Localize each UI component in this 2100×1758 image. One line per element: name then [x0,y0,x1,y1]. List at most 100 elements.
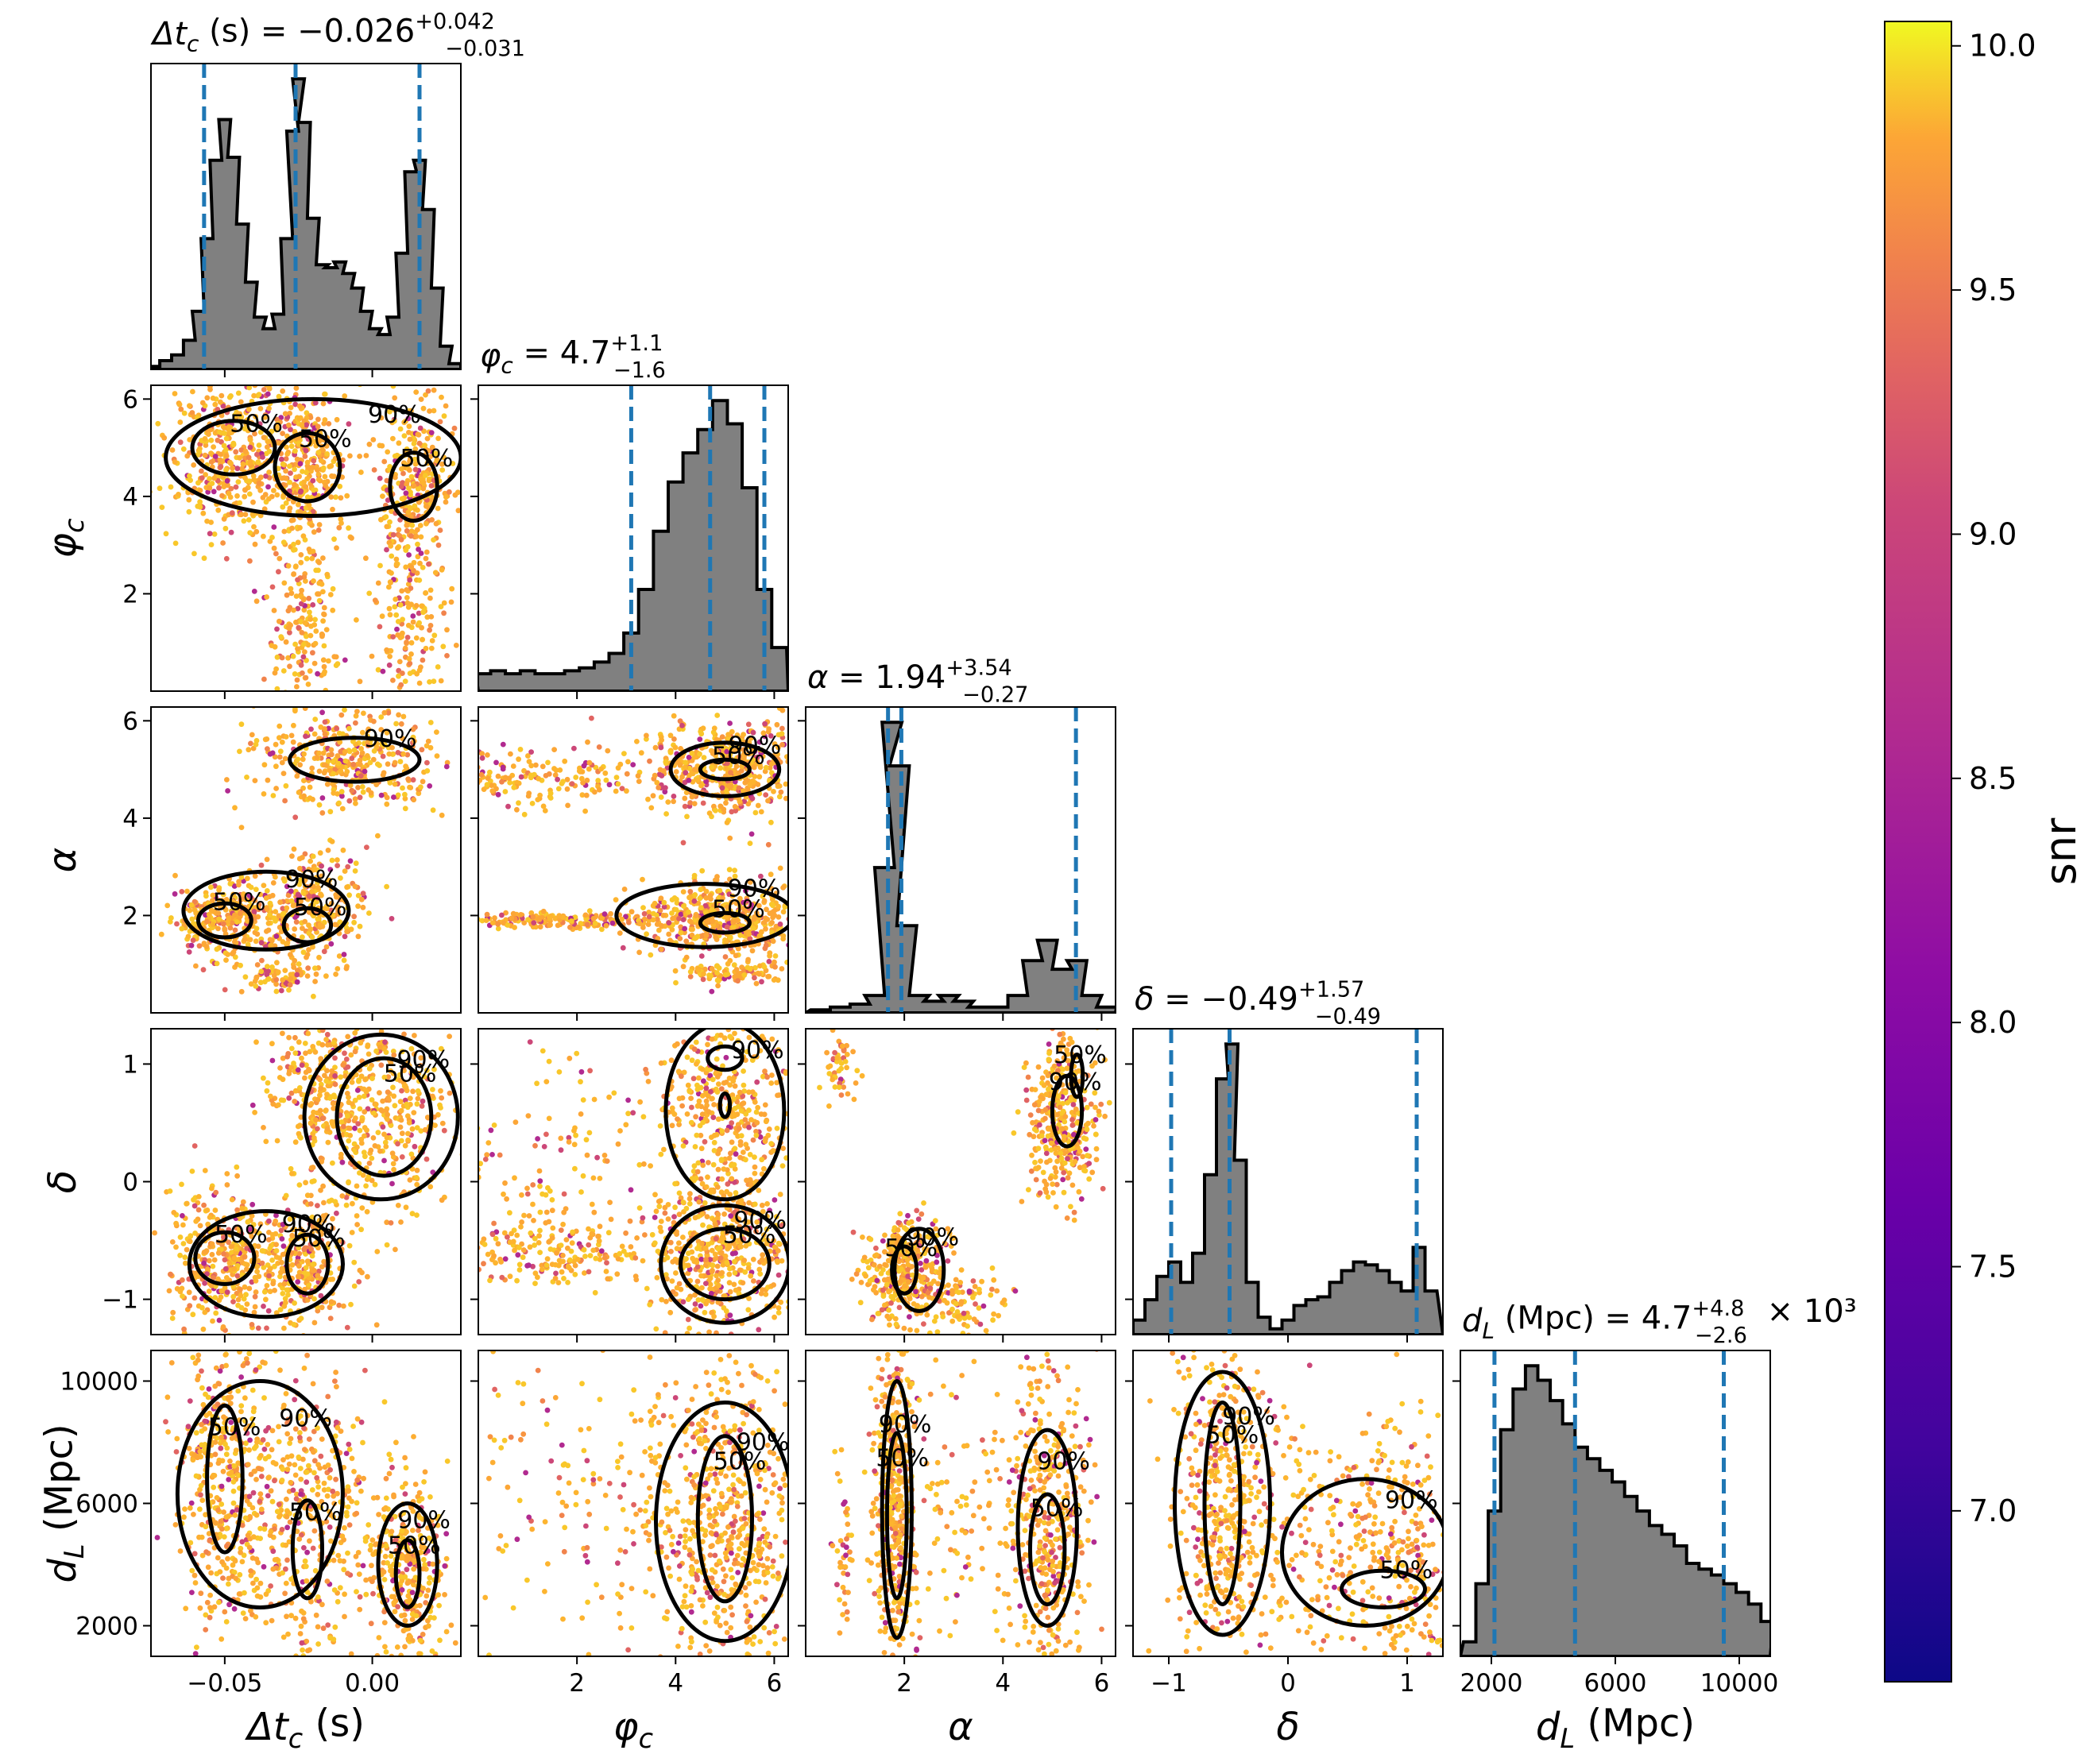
scatter-point [750,729,756,736]
scatter-point [215,925,221,932]
scatter-point [420,377,425,382]
scatter-point [280,771,287,776]
scatter-point [221,921,226,927]
scatter-point [369,1076,375,1081]
scatter-point [318,1292,324,1299]
scatter-point [384,524,390,530]
scatter-point [362,1153,368,1160]
scatter-point [223,435,230,442]
scatter-point [439,1120,446,1126]
scatter-point [703,779,709,785]
scatter-point [412,466,419,473]
scatter-point [191,1143,198,1149]
scatter-point [296,882,303,887]
scatter-point [357,757,363,763]
scatter-point [280,504,286,510]
scatter-point [202,1309,208,1316]
scatter-point [221,1250,226,1257]
scatter-point [316,1217,323,1223]
scatter-point [415,527,420,533]
scatter-point [500,741,506,748]
scatter-point [508,751,513,757]
scatter-point [596,744,602,750]
scatter-point [333,494,338,500]
scatter-point [407,784,412,790]
scatter-point [450,461,456,466]
scatter-point [265,777,271,783]
scatter-point [728,745,733,751]
scatter-point [312,717,319,722]
scatter-point [309,1253,315,1259]
scatter-point [195,1207,202,1213]
scatter-point [409,1211,416,1217]
scatter-point [400,470,406,477]
scatter-point [424,768,431,774]
scatter-point [484,782,490,788]
scatter-point [358,1040,364,1046]
scatter-point [310,464,315,470]
scatter-point [765,798,771,804]
scatter-point [269,535,275,540]
scatter-point [296,501,301,508]
scatter-point [440,643,447,650]
scatter-point [444,759,451,766]
scatter-point [277,1273,283,1280]
scatter-point [261,435,267,441]
scatter-point [453,782,458,787]
scatter-point [407,467,412,473]
scatter-point [209,1185,215,1192]
scatter-point [223,555,230,562]
scatter-point [190,388,195,395]
scatter-point [306,930,312,937]
scatter-point [709,988,715,995]
scatter-point [327,694,333,700]
scatter-point [748,902,754,908]
scatter-point [462,1045,468,1050]
scatter-point [211,531,218,537]
scatter-point [292,957,298,964]
scatter-point [758,873,764,879]
scatter-point [245,369,250,375]
scatter-point [315,885,321,891]
scatter-point [187,437,193,442]
scatter-point [403,564,409,570]
scatter-point [671,794,677,799]
scatter-point [732,804,738,809]
scatter-point [203,893,209,899]
scatter-point [386,662,393,668]
scatter-point [390,964,396,969]
scatter-point [257,979,264,986]
scatter-point [282,1296,288,1302]
scatter-point [393,561,400,567]
scatter-point [321,770,327,776]
scatter-point [822,922,828,928]
scatter-point [667,732,674,739]
scatter-point [402,1142,408,1149]
scatter-point [208,884,214,891]
scatter-point [315,1228,321,1234]
scatter-point [435,664,441,670]
scatter-point [254,962,261,968]
scatter-point [254,451,260,458]
scatter-point [298,601,304,607]
scatter-point [714,970,720,976]
scatter-point [390,1161,396,1167]
scatter-point [249,1234,255,1239]
scatter-point [253,598,260,605]
scatter-point [287,463,292,469]
scatter-point [700,800,706,806]
scatter-point [274,424,280,431]
scatter-point [172,540,179,547]
scatter-point [780,885,786,891]
scatter-point [289,1262,296,1268]
scatter-point [404,1101,410,1107]
scatter-point [265,968,271,974]
scatter-point [391,1093,397,1099]
scatter-point [312,979,318,984]
scatter-point [300,890,307,896]
scatter-point [417,425,423,431]
scatter-point [333,972,338,977]
scatter-point [316,954,322,960]
scatter-point [307,1201,314,1207]
